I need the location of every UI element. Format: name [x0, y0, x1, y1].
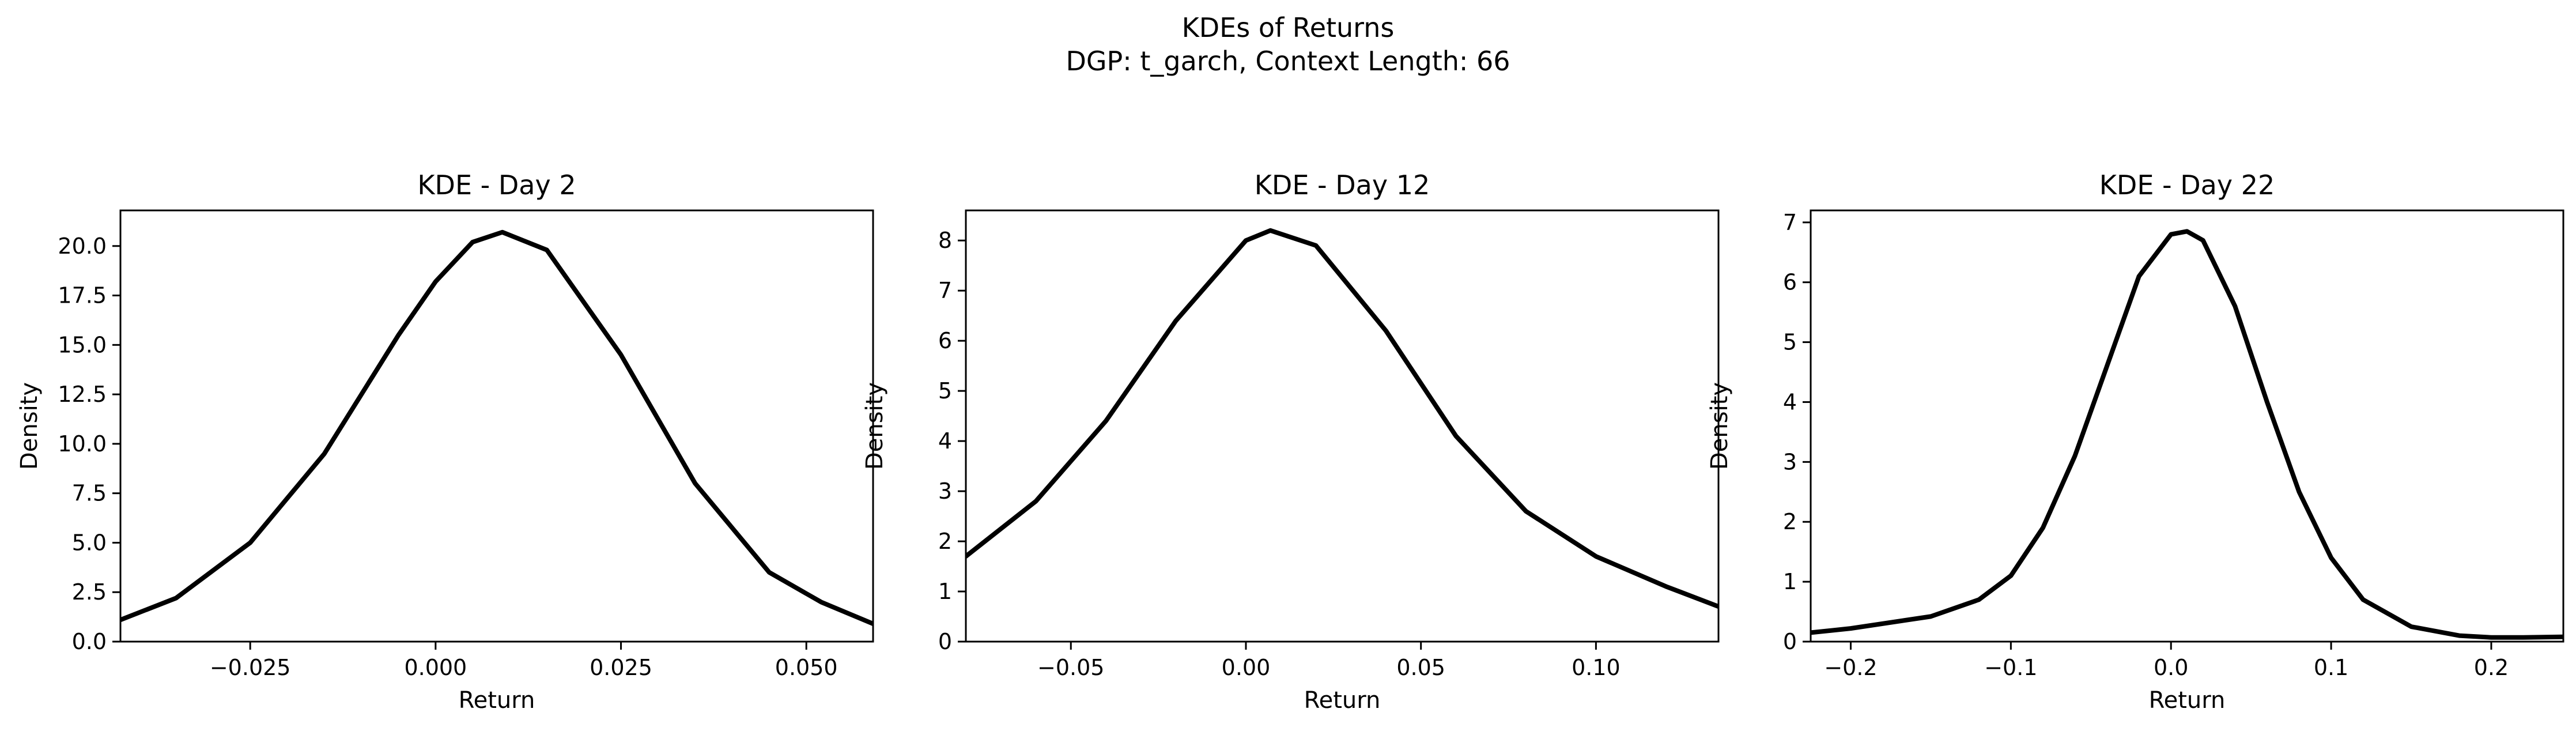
y-tick-label: 5 — [938, 378, 952, 404]
x-tick-label: 0.10 — [1572, 655, 1621, 680]
x-tick-label: −0.1 — [1984, 655, 2037, 680]
x-tick-label: 0.1 — [2314, 655, 2348, 680]
y-tick-label: 17.5 — [58, 283, 107, 308]
subplot-frame — [119, 209, 874, 643]
y-tick-label: 2 — [1783, 509, 1797, 534]
subplot-frame — [1810, 209, 2564, 643]
y-tick-label: 0 — [1783, 629, 1797, 654]
subplot-title: KDE - Day 12 — [1255, 169, 1430, 201]
y-axis-label: Density — [862, 382, 888, 470]
y-tick-label: 7 — [1783, 210, 1797, 235]
kde-line-1 — [1811, 229, 2563, 640]
x-tick-label: 0.00 — [1222, 655, 1271, 680]
figure-subtitle: DGP: t_garch, Context Length: 66 — [1066, 46, 1510, 77]
x-tick-label: −0.05 — [1037, 655, 1104, 680]
y-tick-label: 8 — [938, 228, 952, 253]
subplot-frame — [965, 209, 1720, 643]
y-tick-label: 3 — [1783, 449, 1797, 474]
kde-line-1 — [120, 229, 873, 627]
x-tick-label: 0.050 — [775, 655, 838, 680]
y-tick-label: 1 — [938, 579, 952, 604]
y-tick-label: 12.5 — [58, 382, 107, 407]
y-tick-label: 2.5 — [72, 579, 107, 605]
subplot-1: KDE - Day 2 −0.025 0.000 0.025 0.050 0.0 2.5 5.… — [16, 169, 874, 714]
kde-line-1 — [966, 228, 1718, 609]
y-axis-label: Density — [1706, 382, 1733, 470]
y-tick-label: 7.5 — [72, 481, 107, 506]
y-tick-label: 5.0 — [72, 530, 107, 555]
subplot-2: KDE - Day 12 −0.05 0.00 0.05 0.10 0 1 2 3 4 5 6 7 8 Re… — [862, 169, 1720, 714]
y-tick-label: 0 — [938, 629, 952, 654]
x-tick-label: −0.2 — [1824, 655, 1877, 680]
y-tick-label: 4 — [1783, 389, 1797, 414]
y-tick-label: 3 — [938, 478, 952, 504]
subplot-title: KDE - Day 2 — [417, 169, 576, 201]
x-axis-label: Return — [459, 687, 535, 714]
subplot-3: KDE - Day 22 −0.2 −0.1 0.0 0.1 0.2 0 1 2 3 4 5 6 7 Ret… — [1706, 169, 2564, 714]
y-tick-label: 6 — [938, 328, 952, 353]
y-axis-label: Density — [16, 382, 43, 470]
y-tick-label: 6 — [1783, 270, 1797, 295]
y-tick-label: 0.0 — [72, 629, 107, 654]
x-axis-label: Return — [1304, 687, 1381, 714]
subplot-title: KDE - Day 22 — [2099, 169, 2275, 201]
x-tick-label: 0.2 — [2474, 655, 2509, 680]
x-tick-label: 0.0 — [2154, 655, 2188, 680]
y-tick-label: 5 — [1783, 330, 1797, 355]
subplots-group: KDE - Day 2−0.025 0.000 0.025 0.0500.02.55.… — [16, 169, 2564, 714]
y-tick-label: 7 — [938, 278, 952, 303]
figure-title: KDEs of Returns — [1182, 12, 1395, 43]
y-tick-label: 10.0 — [58, 431, 107, 457]
x-axis-label: Return — [2149, 687, 2226, 714]
x-tick-label: 0.025 — [590, 655, 652, 680]
x-tick-label: −0.025 — [210, 655, 291, 680]
y-tick-label: 15.0 — [58, 332, 107, 357]
x-tick-label: 0.000 — [404, 655, 467, 680]
y-tick-label: 4 — [938, 428, 952, 454]
y-tick-label: 2 — [938, 529, 952, 554]
x-tick-label: 0.05 — [1396, 655, 1445, 680]
y-tick-label: 1 — [1783, 569, 1797, 594]
y-tick-label: 20.0 — [58, 233, 107, 259]
